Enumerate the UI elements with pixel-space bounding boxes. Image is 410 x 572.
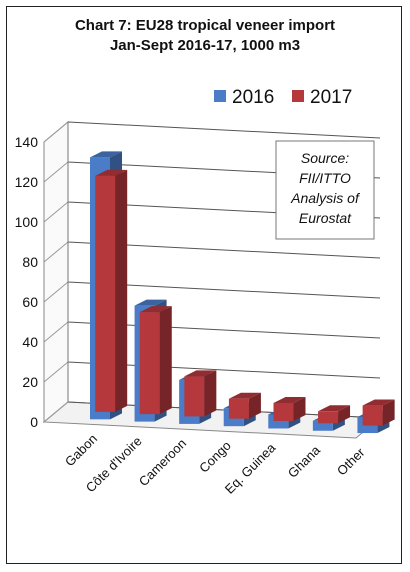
gridline-side [43, 361, 69, 383]
chart-frame [6, 6, 402, 564]
y-tick-label: 20 [22, 374, 38, 390]
x-tick-label: Congo [196, 438, 234, 476]
y-tick-label: 0 [30, 414, 38, 430]
bar-2017-Eq. Guinea [273, 396, 306, 421]
gridline-side [43, 281, 69, 303]
legend-label-2016: 2016 [232, 87, 274, 108]
side-wall [43, 120, 69, 424]
chart-title: Chart 7: EU28 tropical veneer import Jan… [0, 16, 410, 56]
x-tick-label: Ghana [285, 442, 324, 481]
y-tick-label: 120 [15, 174, 39, 190]
source-annotation: Source: FII/ITTO Analysis of Eurostat [275, 140, 375, 240]
y-tick-label: 140 [15, 134, 39, 150]
gridline-side [43, 241, 69, 263]
gridline-side [43, 121, 69, 143]
source-line-4: Eurostat [299, 210, 352, 226]
source-line-1: Source: [301, 150, 349, 166]
bar-2017-Gabon [95, 169, 128, 412]
gridline-side [43, 161, 69, 183]
bar-2017-Other [362, 399, 395, 426]
y-tick-label: 80 [22, 254, 38, 270]
y-axis-ticks: 0 20 40 60 80 100 120 140 [15, 134, 39, 430]
y-tick-label: 40 [22, 334, 38, 350]
gridline-side [43, 401, 69, 423]
gridline-side [43, 321, 69, 343]
source-line-3: Analysis of [290, 190, 361, 206]
bar-2017-Ghana [318, 405, 351, 424]
bar-2017-Congo [228, 392, 261, 419]
chart-title-line-2: Jan-Sept 2016-17, 1000 m3 [109, 37, 301, 54]
x-tick-label: Gabon [62, 431, 100, 469]
bar-2017-Côte d'Ivoire [139, 306, 172, 415]
bar-2017-Cameroon [184, 370, 217, 417]
legend-swatch-2016 [214, 90, 226, 102]
gridline-side [43, 201, 69, 223]
x-tick-label: Other [334, 444, 368, 478]
legend: 2016 2017 [214, 87, 352, 108]
source-line-2: FII/ITTO [299, 170, 351, 186]
gridline [67, 121, 381, 139]
chart-title-line-1: Chart 7: EU28 tropical veneer import [74, 17, 336, 34]
legend-label-2017: 2017 [310, 87, 352, 108]
y-tick-label: 60 [22, 294, 38, 310]
bars [90, 151, 395, 434]
y-tick-label: 100 [15, 214, 39, 230]
legend-swatch-2017 [292, 90, 304, 102]
